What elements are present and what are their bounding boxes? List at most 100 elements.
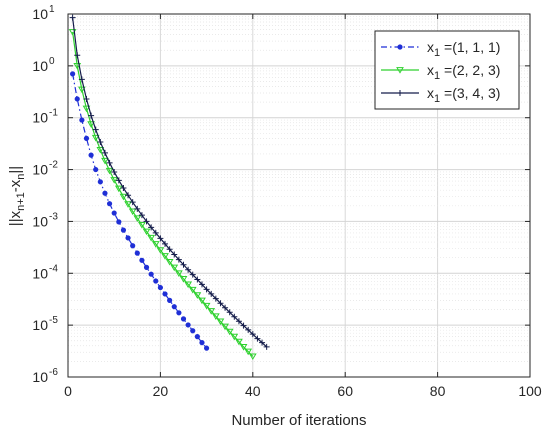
data-point: [263, 343, 270, 350]
data-point: [148, 224, 155, 231]
data-point: [130, 243, 136, 249]
data-point: [120, 227, 127, 233]
data-point: [128, 208, 137, 216]
y-tick-exponent: -6: [49, 367, 58, 378]
data-point: [101, 157, 109, 165]
data-point: [211, 313, 220, 321]
data-point: [82, 105, 91, 113]
data-point: [244, 348, 253, 356]
data-point: [230, 333, 239, 341]
data-point: [129, 199, 136, 206]
data-point: [175, 270, 183, 277]
data-point: [166, 246, 173, 253]
data-point: [74, 52, 81, 59]
data-point: [125, 235, 131, 241]
data-point: [134, 250, 140, 256]
y-tick-label: 10-4: [32, 263, 58, 281]
x-tick-label: 100: [518, 383, 542, 399]
data-point: [97, 179, 103, 185]
data-point: [151, 241, 160, 248]
data-point: [194, 276, 201, 283]
data-point: [184, 281, 192, 289]
y-tick-label: 10-1: [32, 108, 58, 126]
data-point: [217, 300, 224, 307]
data-point: [138, 212, 145, 219]
data-point: [170, 264, 179, 272]
data-point: [171, 304, 177, 310]
data-point: [397, 44, 403, 50]
data-point: [188, 286, 197, 294]
data-point: [165, 258, 174, 266]
y-tick-exponent: -1: [49, 108, 58, 119]
x-tick-label: 60: [337, 383, 353, 399]
data-point: [176, 310, 182, 316]
y-axis-label: ||xn+1-xn||: [7, 166, 27, 226]
data-point: [208, 290, 215, 297]
series-1: [70, 71, 210, 351]
x-tick-label: 40: [245, 383, 261, 399]
x-axis-label: Number of iterations: [231, 412, 366, 429]
data-point: [216, 318, 225, 326]
data-point: [225, 328, 234, 336]
data-point: [114, 185, 123, 193]
data-point: [115, 177, 122, 184]
data-point: [193, 292, 202, 299]
data-point: [204, 345, 210, 351]
data-point: [254, 335, 261, 342]
y-tick-label: 10-6: [32, 367, 58, 385]
data-point: [180, 316, 187, 322]
series-group: [68, 14, 270, 361]
legend-entry: x1 =(1, 1, 1): [381, 39, 500, 59]
data-point: [124, 201, 132, 208]
data-point: [162, 291, 168, 297]
plot-frame: [67, 13, 531, 378]
data-point: [106, 201, 113, 207]
data-point: [125, 192, 132, 199]
data-point: [162, 240, 169, 247]
data-point: [239, 344, 248, 351]
data-point: [120, 185, 127, 192]
data-point: [207, 308, 216, 315]
data-point: [156, 247, 165, 254]
data-point: [161, 253, 169, 260]
data-point: [179, 275, 188, 283]
data-point: [175, 256, 182, 263]
data-point: [88, 152, 94, 158]
data-point: [119, 193, 128, 201]
data-point: [93, 166, 99, 173]
data-point: [83, 135, 90, 141]
data-point: [79, 117, 85, 123]
legend: x1 =(1, 1, 1) x1 =(2, 2, 3) x1 =(3, 4, 3): [374, 30, 520, 110]
data-point: [111, 210, 117, 216]
series-2: [68, 29, 257, 361]
data-point: [143, 264, 150, 270]
data-point: [185, 266, 192, 273]
data-point: [116, 219, 122, 225]
y-tick-label: 100: [32, 56, 55, 74]
data-point: [248, 353, 257, 361]
y-tick-exponent: 0: [49, 56, 55, 67]
data-point: [134, 205, 141, 212]
data-point: [235, 338, 243, 346]
data-point: [88, 112, 95, 119]
data-point: [147, 234, 156, 242]
data-point: [111, 168, 118, 175]
data-point: [97, 139, 104, 146]
data-point: [153, 278, 159, 284]
data-point: [190, 328, 196, 334]
data-point: [212, 295, 219, 302]
y-tick-exponent: -4: [49, 263, 58, 274]
data-point: [245, 326, 252, 333]
data-point: [202, 302, 211, 310]
data-point: [157, 235, 164, 242]
x-tick-label: 80: [430, 383, 446, 399]
data-point: [102, 190, 108, 196]
data-point: [110, 177, 119, 184]
data-point: [78, 76, 85, 83]
data-point: [74, 96, 80, 102]
data-point: [77, 86, 86, 94]
x-tick-label: 20: [153, 383, 169, 399]
y-tick-label: 10-5: [32, 315, 58, 333]
legend-label: x1 =(1, 1, 1): [427, 39, 500, 59]
